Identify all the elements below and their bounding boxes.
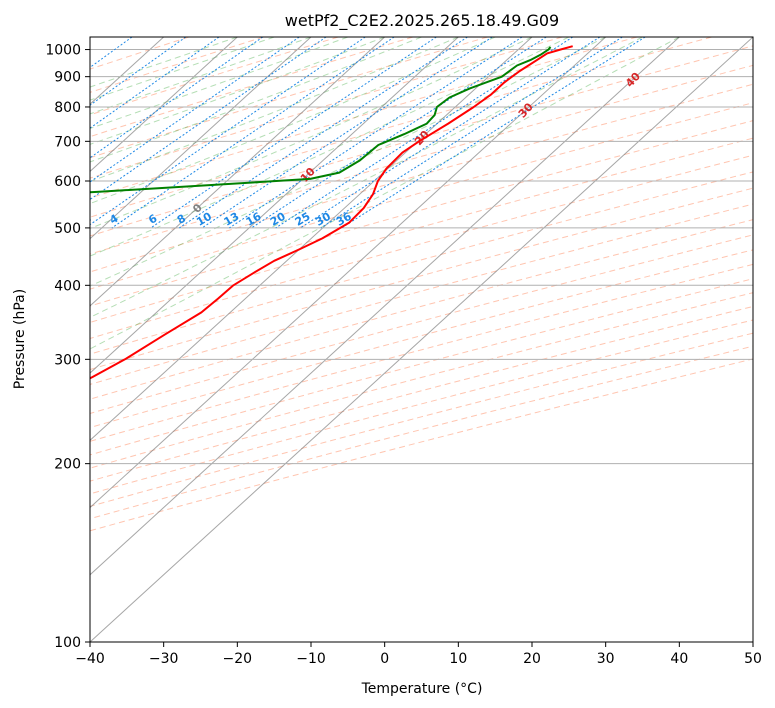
y-tick-label: 700 bbox=[54, 134, 81, 150]
mixing-ratio-line bbox=[201, 37, 493, 229]
background-lines bbox=[90, 37, 753, 642]
dry-adiabat bbox=[90, 154, 753, 339]
dewpoint-profile-line bbox=[90, 46, 552, 194]
mixing-ratio-line bbox=[111, 37, 395, 229]
moist-adiabat bbox=[90, 37, 422, 163]
y-tick-label: 200 bbox=[54, 457, 81, 473]
mixing-ratio-line bbox=[300, 37, 601, 229]
dry-adiabat bbox=[90, 187, 753, 371]
isotherm-line bbox=[90, 37, 607, 509]
mixing-ratio-line bbox=[90, 37, 187, 106]
x-tick-label: 20 bbox=[523, 651, 541, 667]
mixing-ratio-line bbox=[90, 37, 220, 129]
y-tick-label: 300 bbox=[54, 352, 81, 368]
x-tick-label: 50 bbox=[744, 651, 762, 667]
x-tick-label: −30 bbox=[149, 651, 179, 667]
mixing-ratio-line bbox=[150, 37, 437, 229]
mixing-ratio-line bbox=[320, 37, 623, 229]
x-tick-label: 40 bbox=[670, 651, 688, 667]
mixing-ratio-line bbox=[90, 37, 300, 183]
sounding-series bbox=[90, 45, 573, 380]
isotherm-line bbox=[90, 37, 533, 442]
chart-title: wetPf2_C2E2.2025.265.18.49.G09 bbox=[285, 11, 559, 31]
dry-adiabat bbox=[90, 83, 753, 273]
y-axis-label: Pressure (hPa) bbox=[12, 289, 28, 389]
moist-adiabat bbox=[90, 37, 496, 205]
mixing-ratio-line bbox=[251, 37, 547, 229]
dry-adiabat bbox=[90, 219, 753, 400]
dry-adiabat bbox=[90, 292, 753, 469]
isotherm-line bbox=[90, 37, 753, 642]
moist-adiabat bbox=[90, 37, 533, 230]
isotherm-line bbox=[90, 37, 680, 576]
axes: −40 −30 −20 −10 0 10 20 30 40 50 100 200 300 400 500 60… bbox=[45, 43, 762, 667]
dry-adiabat bbox=[90, 171, 753, 355]
y-tick-label: 1000 bbox=[45, 43, 81, 59]
moist-adiabat bbox=[90, 37, 680, 350]
y-tick-label: 400 bbox=[54, 278, 81, 294]
y-tick-label: 500 bbox=[54, 221, 81, 237]
moist-adiabat bbox=[90, 37, 570, 257]
dry-adiabat bbox=[90, 64, 753, 255]
y-tick-label: 800 bbox=[54, 100, 81, 116]
moist-adiabat bbox=[90, 37, 606, 287]
mixing-ratio-line bbox=[90, 37, 264, 159]
dry-adiabat bbox=[90, 358, 753, 532]
y-tick-label: 600 bbox=[54, 174, 81, 190]
mixing-ratio-line bbox=[90, 37, 366, 226]
dry-adiabat bbox=[90, 45, 753, 237]
x-axis-label: Temperature (°C) bbox=[361, 681, 483, 697]
x-tick-label: −40 bbox=[75, 651, 105, 667]
isotherm-line bbox=[90, 37, 386, 307]
mixing-ratio-line bbox=[275, 37, 574, 229]
y-tick-label: 100 bbox=[54, 635, 81, 651]
dry-adiabat bbox=[90, 263, 753, 442]
y-tick-label: 900 bbox=[54, 70, 81, 86]
mixing-ratio-line bbox=[90, 37, 133, 68]
dry-adiabat bbox=[90, 332, 753, 507]
isotherm-line bbox=[90, 37, 312, 240]
x-tick-label: 0 bbox=[380, 651, 389, 667]
plot-frame bbox=[89, 36, 754, 643]
x-tick-label: 30 bbox=[597, 651, 615, 667]
x-tick-label: −10 bbox=[296, 651, 326, 667]
moist-adiabat bbox=[90, 37, 312, 115]
dry-adiabat bbox=[90, 249, 753, 429]
dry-adiabat bbox=[90, 37, 712, 218]
dry-adiabat bbox=[90, 37, 563, 179]
mixing-ratio-line bbox=[341, 37, 646, 229]
moist-adiabat bbox=[90, 37, 348, 130]
mixing-ratio-line bbox=[90, 37, 327, 201]
x-tick-label: 10 bbox=[449, 651, 467, 667]
dry-adiabat bbox=[90, 319, 753, 495]
dry-adiabat bbox=[90, 37, 414, 138]
temperature-profile-line bbox=[90, 45, 573, 380]
isotherm-line bbox=[90, 37, 238, 173]
x-tick-label: −20 bbox=[223, 651, 253, 667]
isotherm-line bbox=[90, 37, 459, 374]
